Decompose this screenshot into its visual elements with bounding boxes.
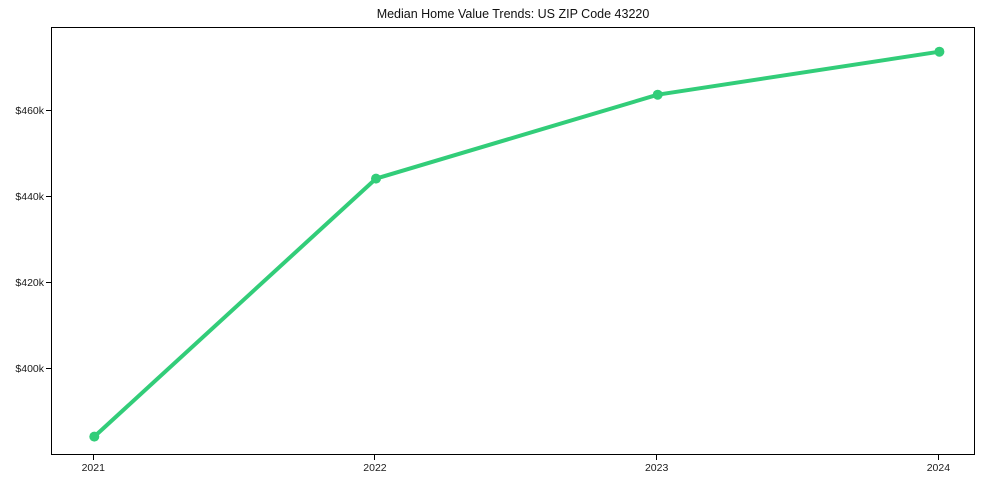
trend-line [92, 49, 942, 439]
data-point-marker [371, 173, 381, 184]
x-tick-label: 2021 [81, 462, 105, 474]
x-axis-tick [92, 455, 94, 460]
y-tick-label: $440k [15, 190, 44, 203]
chart-title: Median Home Value Trends: US ZIP Code 43… [376, 7, 650, 21]
y-tick-label: $400k [15, 362, 44, 375]
y-axis-tick [46, 196, 51, 198]
x-tick-label: 2023 [644, 462, 669, 474]
x-axis-tick [937, 455, 939, 460]
y-axis-tick [46, 368, 51, 370]
y-tick-label: $420k [15, 276, 44, 289]
x-tick-label: 2022 [363, 462, 387, 474]
y-tick-label: $460k [15, 104, 44, 117]
data-point-marker [89, 431, 100, 442]
x-axis-tick [374, 455, 376, 460]
data-point-marker [934, 46, 945, 57]
x-tick-label: 2024 [926, 462, 951, 474]
data-point-marker [652, 89, 663, 100]
plot-area [51, 27, 975, 455]
y-axis-tick [46, 110, 51, 112]
y-axis-tick [46, 282, 51, 284]
line-chart-svg [89, 46, 945, 442]
x-axis-tick [656, 455, 658, 460]
